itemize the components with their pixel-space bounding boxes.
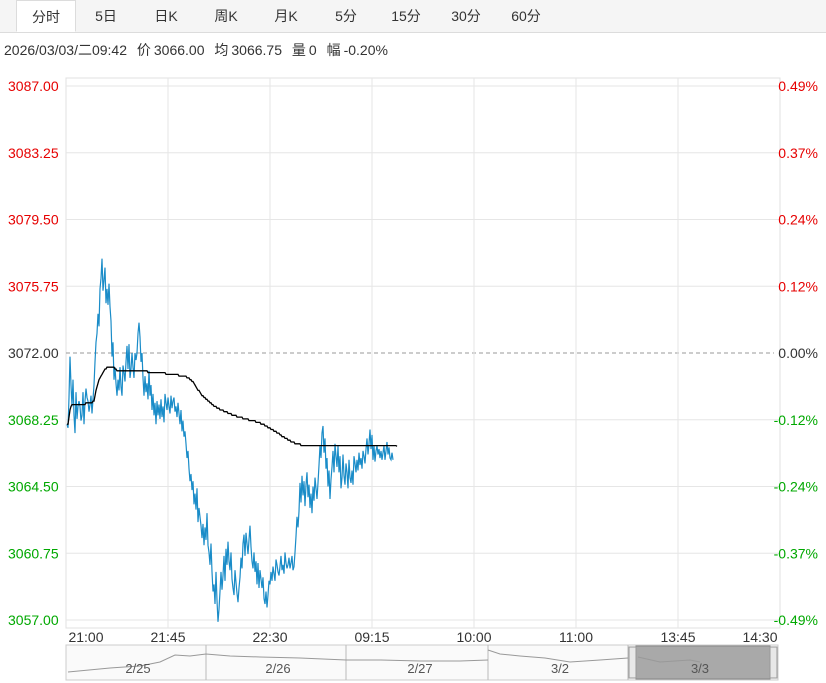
navigator-date-label: 3/2 <box>551 661 569 676</box>
y-tick-label-left: 3057.00 <box>8 612 59 628</box>
y-tick-label-right: 0.24% <box>778 212 818 228</box>
navigator-mini-line <box>67 653 347 673</box>
y-tick-label-right: -0.12% <box>774 412 818 428</box>
x-tick-label: 14:30 <box>742 629 777 645</box>
tab-daily-k[interactable]: 日K <box>154 8 178 24</box>
navigator-mini-line <box>487 649 629 663</box>
tab-5min[interactable]: 5分 <box>335 8 357 24</box>
y-tick-label-left: 3075.75 <box>8 278 59 294</box>
avg-series-line <box>67 366 398 447</box>
volume-label: 量 <box>291 42 306 58</box>
x-tick-label: 13:45 <box>660 629 695 645</box>
avg-label: 均 <box>214 42 229 58</box>
change-value: -0.20% <box>343 42 388 58</box>
x-tick-label: 10:00 <box>456 629 491 645</box>
tab-5day[interactable]: 5日 <box>95 8 117 24</box>
y-tick-label-left: 3064.50 <box>8 479 59 495</box>
y-tick-label-left: 3083.25 <box>8 145 59 161</box>
change-label: 幅 <box>326 42 341 58</box>
tab-intraday[interactable]: 分时 <box>16 0 76 32</box>
navigator-handle-right <box>769 646 778 679</box>
price-series-line <box>66 258 394 622</box>
y-tick-label-left: 3072.00 <box>8 345 59 361</box>
x-tick-label: 11:00 <box>559 629 593 645</box>
navigator-mini-line <box>346 659 489 662</box>
y-tick-label-left: 3087.00 <box>8 78 59 94</box>
navigator-date-label: 2/27 <box>407 661 432 676</box>
y-tick-label-left: 3060.75 <box>8 545 59 561</box>
period-tabs: 分时 5日 日K 周K 月K 5分 15分 30分 60分 <box>0 0 826 33</box>
y-tick-label-right: 0.49% <box>778 78 818 94</box>
tab-15min[interactable]: 15分 <box>391 8 421 24</box>
y-tick-label-right: 0.37% <box>778 145 818 161</box>
volume-value: 0 <box>308 42 317 58</box>
price-value: 3066.00 <box>153 42 205 58</box>
y-tick-label-right: 0.00% <box>778 345 818 361</box>
tab-weekly-k[interactable]: 周K <box>214 8 238 24</box>
tab-60min[interactable]: 60分 <box>511 8 541 24</box>
y-tick-label-right: -0.49% <box>774 612 818 628</box>
y-tick-label-right: -0.37% <box>774 545 818 561</box>
x-tick-label: 09:15 <box>354 629 389 645</box>
navigator-mini-line <box>637 656 701 663</box>
navigator-handle-left <box>628 646 637 679</box>
tab-monthly-k[interactable]: 月K <box>274 8 298 24</box>
tab-30min[interactable]: 30分 <box>451 8 481 24</box>
y-tick-label-left: 3079.50 <box>8 212 59 228</box>
y-tick-label-right: 0.12% <box>778 278 818 294</box>
navigator-date-label: 2/25 <box>125 661 150 676</box>
price-label: 价 <box>136 42 151 58</box>
navigator-date-label: 3/3 <box>691 661 709 676</box>
x-tick-label: 21:45 <box>150 629 185 645</box>
x-tick-label: 21:00 <box>68 629 103 645</box>
y-tick-label-left: 3068.25 <box>8 412 59 428</box>
navigator-date-label: 2/26 <box>265 661 290 676</box>
quote-datetime: 2026/03/03/二09:42 <box>4 42 127 58</box>
y-tick-label-right: -0.24% <box>774 479 818 495</box>
x-tick-label: 22:30 <box>252 629 287 645</box>
avg-value: 3066.75 <box>231 42 282 58</box>
